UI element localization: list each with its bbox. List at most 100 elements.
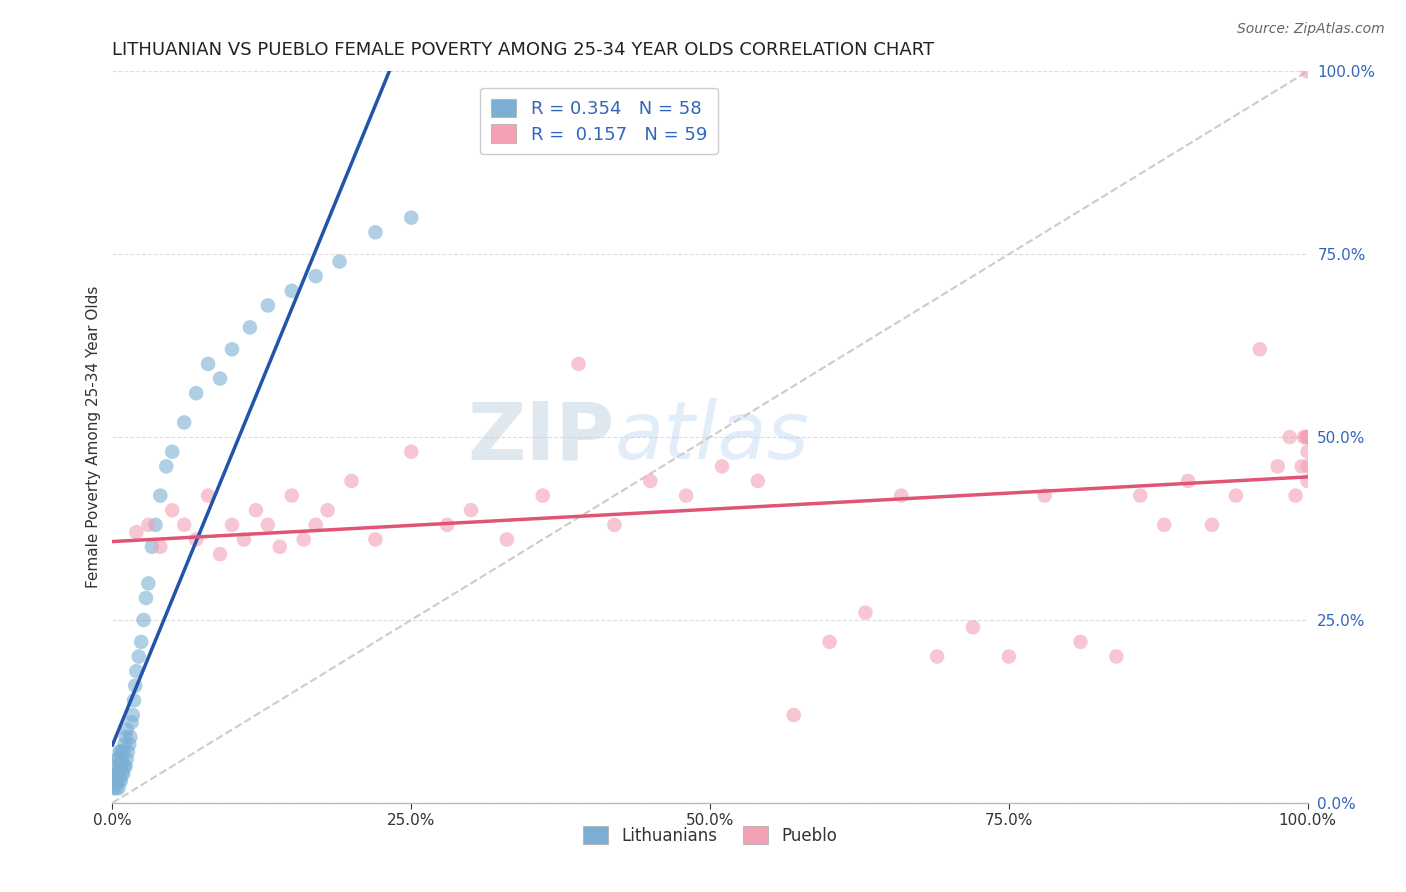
Point — [104, 766, 127, 780]
Point — [110, 773, 132, 788]
Point — [197, 489, 219, 503]
Point — [105, 773, 128, 788]
Point — [281, 284, 304, 298]
Point — [257, 517, 280, 532]
Point — [269, 540, 291, 554]
Point — [197, 357, 219, 371]
Point — [927, 649, 949, 664]
Point — [125, 525, 148, 540]
Point — [340, 474, 363, 488]
Point — [1249, 343, 1271, 357]
Point — [1225, 489, 1247, 503]
Point — [107, 781, 129, 796]
Point — [568, 357, 591, 371]
Point — [105, 766, 128, 780]
Point — [1296, 64, 1319, 78]
Point — [436, 517, 458, 532]
Point — [890, 489, 912, 503]
Point — [675, 489, 697, 503]
Point — [239, 320, 262, 334]
Point — [103, 781, 125, 796]
Point — [1278, 430, 1301, 444]
Point — [115, 752, 138, 766]
Point — [305, 517, 328, 532]
Point — [105, 759, 128, 773]
Point — [138, 576, 160, 591]
Text: LITHUANIAN VS PUEBLO FEMALE POVERTY AMONG 25-34 YEAR OLDS CORRELATION CHART: LITHUANIAN VS PUEBLO FEMALE POVERTY AMON… — [112, 41, 935, 59]
Point — [114, 737, 135, 751]
Point — [1070, 635, 1092, 649]
Point — [460, 503, 482, 517]
Point — [105, 752, 128, 766]
Point — [105, 773, 128, 788]
Point — [108, 745, 131, 759]
Point — [316, 503, 339, 517]
Point — [162, 444, 183, 458]
Point — [145, 517, 167, 532]
Point — [962, 620, 984, 634]
Point — [129, 635, 152, 649]
Point — [531, 489, 554, 503]
Point — [108, 759, 131, 773]
Point — [112, 766, 135, 780]
Point — [125, 664, 148, 678]
Point — [1292, 430, 1315, 444]
Point — [1296, 430, 1319, 444]
Point — [132, 613, 155, 627]
Point — [221, 517, 243, 532]
Point — [209, 547, 232, 561]
Point — [855, 606, 877, 620]
Point — [135, 591, 157, 605]
Point — [281, 489, 304, 503]
Point — [603, 517, 626, 532]
Point — [233, 533, 256, 547]
Point — [998, 649, 1021, 664]
Text: ZIP: ZIP — [467, 398, 614, 476]
Point — [209, 371, 232, 385]
Point — [149, 540, 172, 554]
Point — [121, 715, 143, 730]
Point — [364, 225, 387, 239]
Point — [292, 533, 315, 547]
Point — [120, 730, 142, 744]
Point — [138, 517, 160, 532]
Point — [186, 386, 208, 401]
Text: Source: ZipAtlas.com: Source: ZipAtlas.com — [1237, 22, 1385, 37]
Point — [1129, 489, 1152, 503]
Point — [128, 649, 150, 664]
Point — [747, 474, 769, 488]
Point — [111, 752, 134, 766]
Point — [114, 759, 135, 773]
Point — [104, 773, 127, 788]
Point — [496, 533, 519, 547]
Point — [1201, 517, 1223, 532]
Point — [401, 211, 423, 225]
Point — [173, 416, 195, 430]
Point — [162, 503, 183, 517]
Point — [122, 693, 145, 707]
Point — [110, 759, 132, 773]
Point — [329, 254, 352, 268]
Text: atlas: atlas — [614, 398, 810, 476]
Point — [124, 679, 146, 693]
Point — [1285, 489, 1308, 503]
Point — [110, 745, 132, 759]
Point — [1296, 430, 1319, 444]
Point — [117, 745, 139, 759]
Point — [111, 766, 134, 780]
Point — [121, 708, 143, 723]
Y-axis label: Female Poverty Among 25-34 Year Olds: Female Poverty Among 25-34 Year Olds — [86, 286, 101, 588]
Point — [782, 708, 804, 723]
Point — [141, 540, 163, 554]
Point — [305, 269, 328, 284]
Point — [640, 474, 662, 488]
Point — [1105, 649, 1128, 664]
Point — [711, 459, 734, 474]
Point — [1296, 474, 1319, 488]
Legend: Lithuanians, Pueblo: Lithuanians, Pueblo — [575, 818, 845, 853]
Point — [401, 444, 423, 458]
Point — [257, 298, 280, 312]
Point — [1295, 430, 1317, 444]
Point — [186, 533, 208, 547]
Point — [818, 635, 841, 649]
